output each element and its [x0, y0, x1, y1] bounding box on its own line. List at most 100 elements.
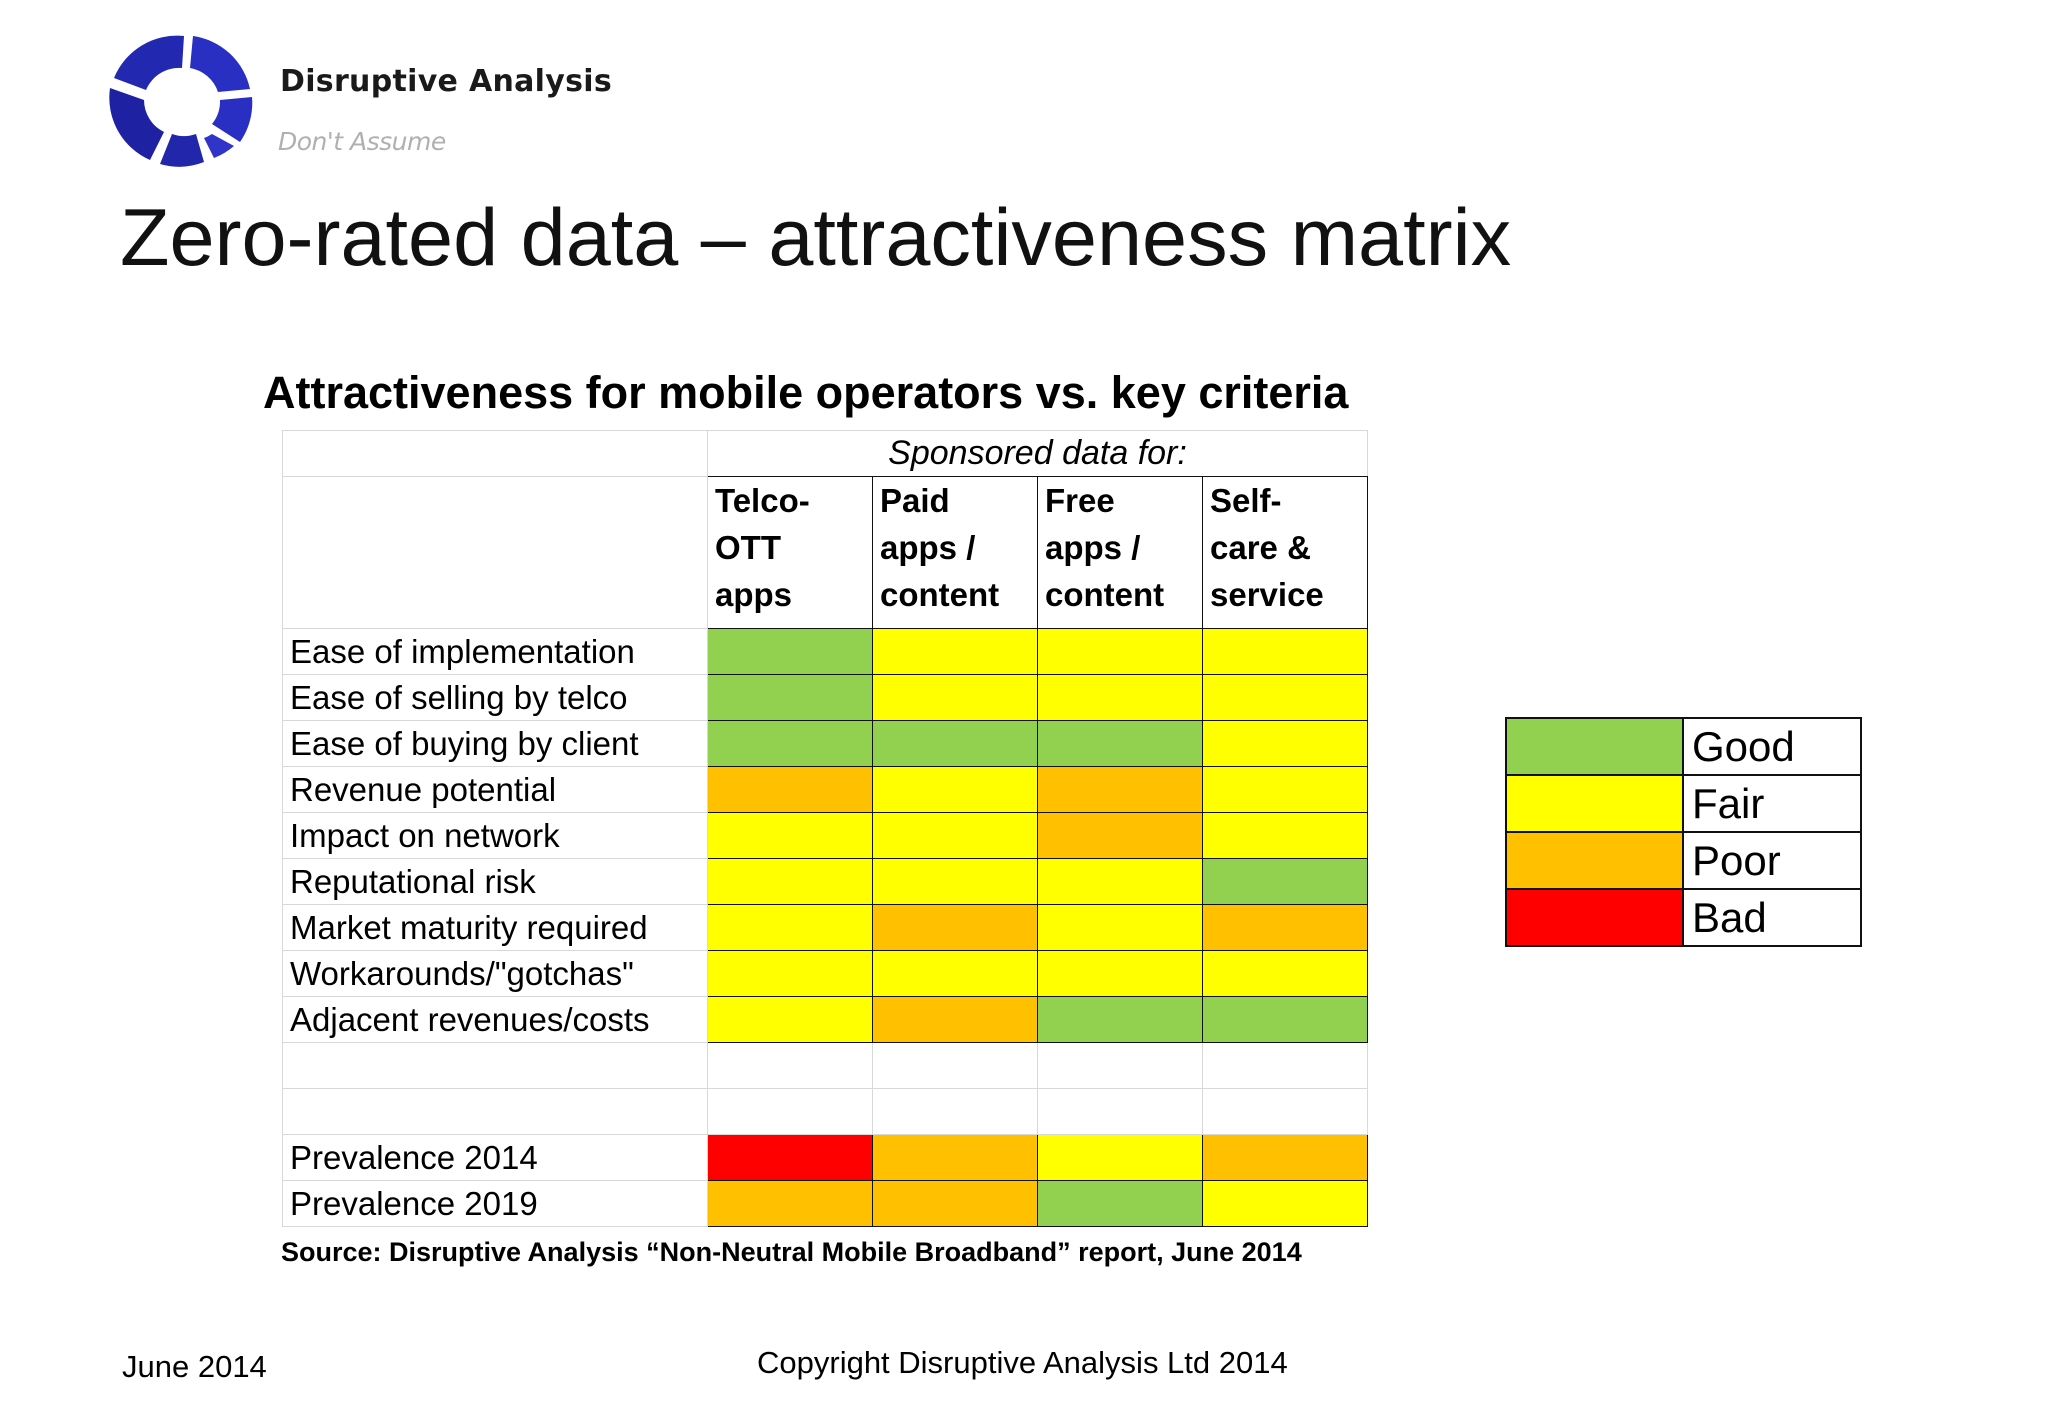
matrix-row: Ease of buying by client [282, 720, 1368, 767]
matrix-row: Workarounds/"gotchas" [282, 950, 1368, 997]
matrix-row: Revenue potential [282, 766, 1368, 813]
rating-cell-good [1202, 996, 1368, 1043]
column-header: Free apps / content [1037, 476, 1203, 629]
rating-cell-good [872, 720, 1038, 767]
legend-swatch [1505, 831, 1684, 890]
criterion-label: Impact on network [282, 812, 708, 859]
matrix-row: Reputational risk [282, 858, 1368, 905]
rating-cell-fair [872, 628, 1038, 675]
column-header-line: content [880, 576, 1000, 613]
rating-cell-fair [1037, 674, 1203, 721]
empty-cell [1037, 1042, 1203, 1089]
rating-cell-fair [1037, 904, 1203, 951]
empty-cell [1202, 1042, 1368, 1089]
brand-name: Disruptive Analysis [280, 64, 612, 99]
matrix-heading: Attractiveness for mobile operators vs. … [263, 367, 1349, 418]
column-header-line: Self- [1210, 482, 1282, 519]
rating-cell-poor [1037, 766, 1203, 813]
matrix-row: Impact on network [282, 812, 1368, 859]
rating-legend: Good Fair Poor Bad [1505, 717, 1862, 947]
source-note: Source: Disruptive Analysis “Non-Neutral… [281, 1237, 1302, 1267]
legend-label: Bad [1682, 888, 1862, 947]
rating-cell-fair [1202, 1180, 1368, 1227]
legend-row: Poor [1505, 831, 1862, 890]
column-header-line: Paid [880, 482, 950, 519]
legend-label: Good [1682, 717, 1862, 776]
rating-cell-fair [1202, 766, 1368, 813]
rating-cell-fair [872, 858, 1038, 905]
legend-label: Fair [1682, 774, 1862, 833]
legend-swatch [1505, 888, 1684, 947]
column-header-line: apps [715, 576, 793, 613]
column-header-line: apps / [1045, 529, 1141, 566]
rating-cell-fair [707, 996, 873, 1043]
rating-cell-poor [707, 766, 873, 813]
criterion-label: Prevalence 2019 [282, 1180, 708, 1227]
footer-copyright: Copyright Disruptive Analysis Ltd 2014 [757, 1345, 1288, 1380]
matrix-group-header-row: Sponsored data for: [282, 430, 1368, 477]
criterion-label: Workarounds/"gotchas" [282, 950, 708, 997]
rating-cell-poor [1202, 904, 1368, 951]
column-header-line: apps / [880, 529, 976, 566]
rating-cell-fair [1037, 858, 1203, 905]
rating-cell-fair [872, 674, 1038, 721]
matrix-row: Ease of selling by telco [282, 674, 1368, 721]
column-header-line: Telco- [715, 482, 810, 519]
rating-cell-fair [1037, 950, 1203, 997]
legend-label: Poor [1682, 831, 1862, 890]
matrix-column-header-row: Telco- OTT apps Paid apps / content Free apps /… [282, 476, 1368, 629]
spacer-row [282, 1042, 1368, 1089]
rating-cell-fair [1037, 628, 1203, 675]
rating-cell-fair [1202, 950, 1368, 997]
column-header-line: care & [1210, 529, 1311, 566]
matrix-row: Prevalence 2014 [282, 1134, 1368, 1181]
legend-swatch [1505, 717, 1684, 776]
spacer-row [282, 1088, 1368, 1135]
rating-cell-poor [872, 1180, 1038, 1227]
rating-cell-good [1037, 996, 1203, 1043]
matrix-row: Market maturity required [282, 904, 1368, 951]
rating-cell-poor [707, 1180, 873, 1227]
rating-cell-fair [1202, 812, 1368, 859]
disruptive-analysis-logo-icon [109, 35, 253, 167]
rating-cell-fair [1202, 628, 1368, 675]
column-header: Paid apps / content [872, 476, 1038, 629]
rating-cell-fair [872, 766, 1038, 813]
footer-date: June 2014 [122, 1349, 267, 1384]
sponsored-data-label: Sponsored data for: [707, 430, 1368, 477]
rating-cell-fair [1202, 674, 1368, 721]
criterion-label: Adjacent revenues/costs [282, 996, 708, 1043]
criterion-label: Ease of buying by client [282, 720, 708, 767]
matrix-row: Prevalence 2019 [282, 1180, 1368, 1227]
legend-row: Bad [1505, 888, 1862, 947]
empty-cell [1037, 1088, 1203, 1135]
criterion-label: Ease of implementation [282, 628, 708, 675]
rating-cell-good [707, 674, 873, 721]
empty-label-cell [282, 1088, 708, 1135]
column-header: Self-care & service [1202, 476, 1368, 629]
matrix-corner-cell [282, 430, 708, 477]
matrix-row: Ease of implementation [282, 628, 1368, 675]
rating-cell-poor [872, 904, 1038, 951]
tagline: Don't Assume [278, 127, 446, 156]
rating-cell-fair [707, 904, 873, 951]
matrix-row: Adjacent revenues/costs [282, 996, 1368, 1043]
criterion-label: Revenue potential [282, 766, 708, 813]
column-header-line: content [1045, 576, 1165, 613]
rating-cell-fair [1037, 1134, 1203, 1181]
rating-cell-fair [872, 950, 1038, 997]
empty-cell [1202, 1088, 1368, 1135]
empty-cell [707, 1042, 873, 1089]
rating-cell-poor [1202, 1134, 1368, 1181]
criterion-label: Reputational risk [282, 858, 708, 905]
rating-cell-bad [707, 1134, 873, 1181]
rating-cell-fair [707, 950, 873, 997]
column-header-line: service [1210, 576, 1324, 613]
rating-cell-fair [1202, 720, 1368, 767]
column-header: Telco- OTT apps [707, 476, 873, 629]
column-header-line: Free [1045, 482, 1115, 519]
rating-cell-fair [707, 812, 873, 859]
rating-cell-poor [872, 996, 1038, 1043]
rating-cell-good [1037, 1180, 1203, 1227]
rating-cell-good [707, 720, 873, 767]
